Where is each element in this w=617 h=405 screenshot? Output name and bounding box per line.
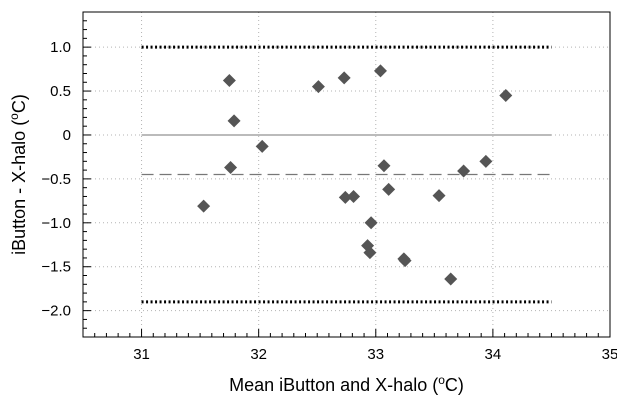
data-point xyxy=(337,71,351,85)
data-point xyxy=(364,216,378,230)
axis-ticks xyxy=(82,11,611,338)
x-tick-label: 35 xyxy=(602,346,617,363)
data-point xyxy=(363,246,377,260)
x-tick-label: 32 xyxy=(250,346,267,363)
x-axis-title: Mean iButton and X-halo (oC) xyxy=(229,373,464,395)
data-point xyxy=(479,154,493,168)
data-point xyxy=(338,190,352,204)
y-tick-label: −1.5 xyxy=(41,259,71,276)
x-tick-label: 33 xyxy=(367,346,384,363)
data-point xyxy=(398,254,412,268)
data-point xyxy=(347,189,361,203)
data-point xyxy=(382,182,396,196)
data-point xyxy=(227,114,241,128)
y-tick-label: −0.5 xyxy=(41,171,71,188)
data-points xyxy=(197,64,513,286)
data-point xyxy=(373,64,387,78)
data-point xyxy=(197,199,211,213)
tick-labels: 31 32 33 34 35 1.0 0.5 0 −0.5 −1.0 −1.5 −2.0 xyxy=(41,39,617,363)
y-tick-label: 1.0 xyxy=(50,39,71,56)
y-tick-label: −1.0 xyxy=(41,215,71,232)
data-point xyxy=(377,159,391,173)
reference-lines xyxy=(141,45,552,304)
data-point xyxy=(432,189,446,203)
data-point xyxy=(224,160,238,174)
data-point xyxy=(444,272,458,286)
data-point xyxy=(311,80,325,94)
y-tick-label: 0.5 xyxy=(50,83,71,100)
plot-frame xyxy=(82,11,611,338)
y-tick-label: −2.0 xyxy=(41,303,71,320)
x-tick-label: 34 xyxy=(485,346,502,363)
y-tick-label: 0 xyxy=(63,127,71,144)
x-tick-label: 31 xyxy=(133,346,150,363)
data-point xyxy=(499,88,513,102)
data-point xyxy=(457,164,471,178)
data-point xyxy=(222,74,236,88)
data-point xyxy=(255,139,269,153)
y-axis-title: iButton - X-halo (oC) xyxy=(7,94,29,255)
